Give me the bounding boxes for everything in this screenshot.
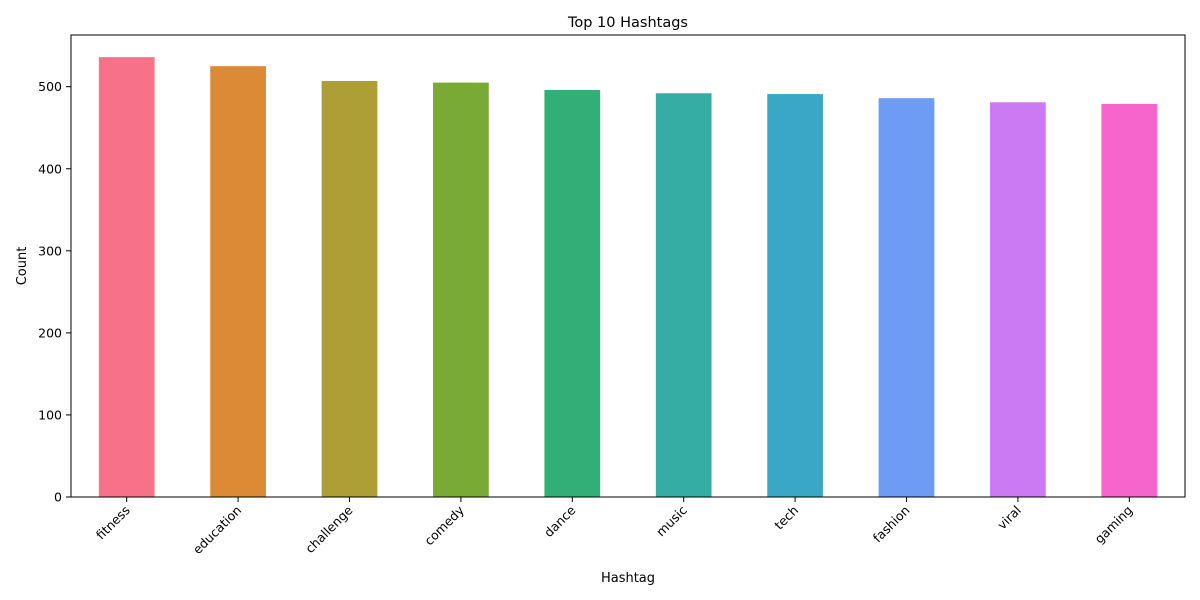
bar-challenge xyxy=(321,80,378,497)
bar-comedy xyxy=(433,82,489,497)
chart-title: Top 10 Hashtags xyxy=(567,15,688,31)
y-tick-label: 300 xyxy=(38,243,62,258)
y-tick-label: 400 xyxy=(38,161,62,176)
x-axis-label: Hashtag xyxy=(601,571,655,586)
y-tick-label: 500 xyxy=(38,79,62,94)
x-tick-label-comedy: comedy xyxy=(421,502,467,548)
bar-tech xyxy=(767,94,823,497)
x-tick-label-challenge: challenge xyxy=(302,502,356,556)
y-axis-label: Count xyxy=(15,247,30,286)
bar-viral xyxy=(990,102,1046,497)
bar-gaming xyxy=(1101,103,1158,497)
y-tick-label: 100 xyxy=(38,407,62,422)
x-tick-label-gaming: gaming xyxy=(1092,503,1136,547)
x-tick-label-music: music xyxy=(653,502,690,539)
x-tick-label-tech: tech xyxy=(771,503,801,533)
bar-fitness xyxy=(98,57,155,497)
bar-fashion xyxy=(878,98,935,498)
bars-group xyxy=(98,57,1158,498)
x-tick-label-dance: dance xyxy=(541,502,579,540)
y-axis-ticks: 0 100 200 300 400 500 xyxy=(38,79,71,505)
plot-frame xyxy=(70,34,1186,498)
x-tick-label-fashion: fashion xyxy=(870,503,913,546)
x-axis-ticks: fitness education challenge comedy dance musi… xyxy=(93,497,1135,557)
bar-education xyxy=(210,66,266,497)
y-tick-label: 200 xyxy=(38,325,62,340)
x-tick-label-education: education xyxy=(190,503,244,557)
x-tick-label-viral: viral xyxy=(994,503,1024,533)
x-tick-label-fitness: fitness xyxy=(93,503,133,543)
bar-music xyxy=(655,93,712,497)
y-tick-label: 0 xyxy=(54,490,62,505)
bar-dance xyxy=(544,89,601,497)
